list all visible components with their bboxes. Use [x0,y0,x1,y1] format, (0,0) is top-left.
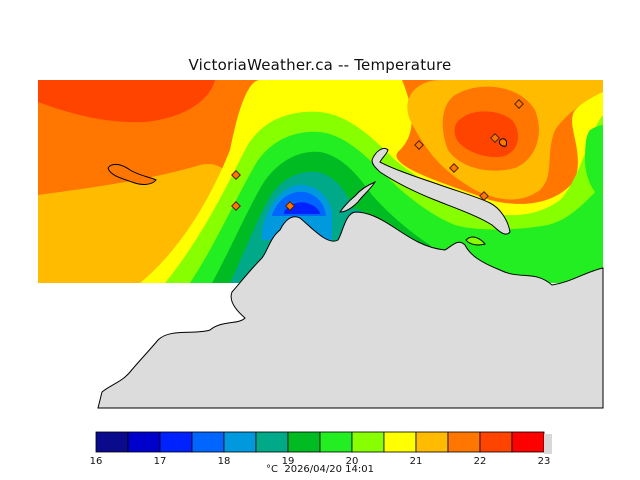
colorbar-tick-label: 20 [346,456,359,467]
colorbar-swatch [255,431,289,453]
colorbar-tick-label: 18 [218,456,231,467]
colorbar-swatch [191,431,225,453]
station-marker[interactable] [490,133,500,143]
station-marker[interactable] [414,140,424,150]
station-marker[interactable] [514,99,524,109]
land-peninsula [339,180,377,213]
colorbar-swatch [95,431,129,453]
unit-label: °C [266,464,278,475]
map-title: VictoriaWeather.ca -- Temperature [188,56,452,74]
colorbar-ticks: 16 17 18 19 20 21 22 23 [90,456,551,467]
station-marker[interactable] [479,191,489,201]
land-small-island-e [465,236,486,246]
colorbar-swatch [383,431,417,453]
colorbar-swatch [287,431,321,453]
colorbar-tick-label: 17 [154,456,167,467]
colorbar-swatch [415,431,449,453]
colorbar-swatch [351,431,385,453]
colorbar-tick-label: 21 [410,456,423,467]
land-vancouver-island [97,211,604,409]
colorbar-swatch [319,431,353,453]
station-marker[interactable] [285,201,295,211]
field-green-e [585,125,603,200]
station-marker[interactable] [231,170,241,180]
colorbar-tick-label: 22 [474,456,487,467]
station-markers [231,99,524,211]
colorbar-tick-label: 16 [90,456,103,467]
colorbar-swatch [511,431,545,453]
land-small-island-west [107,163,157,185]
colorbar-swatches [95,431,545,453]
station-marker[interactable] [231,201,241,211]
timestamp: 2026/04/20 14:01 [284,464,374,475]
land-gulf-islands [371,147,511,235]
field-warm-nw [38,80,215,123]
land-small-island-ne [499,138,507,147]
colorbar-swatch [127,431,161,453]
colorbar-swatch [223,431,257,453]
colorbar-swatch [447,431,481,453]
colorbar-shadow [544,434,552,454]
colorbar-tick-label: 19 [282,456,295,467]
footer: °C 2026/04/20 14:01 [0,464,640,475]
colorbar-swatch [159,431,193,453]
colorbar-tick-label: 23 [538,456,551,467]
station-marker[interactable] [449,163,459,173]
colorbar-swatch [479,431,513,453]
